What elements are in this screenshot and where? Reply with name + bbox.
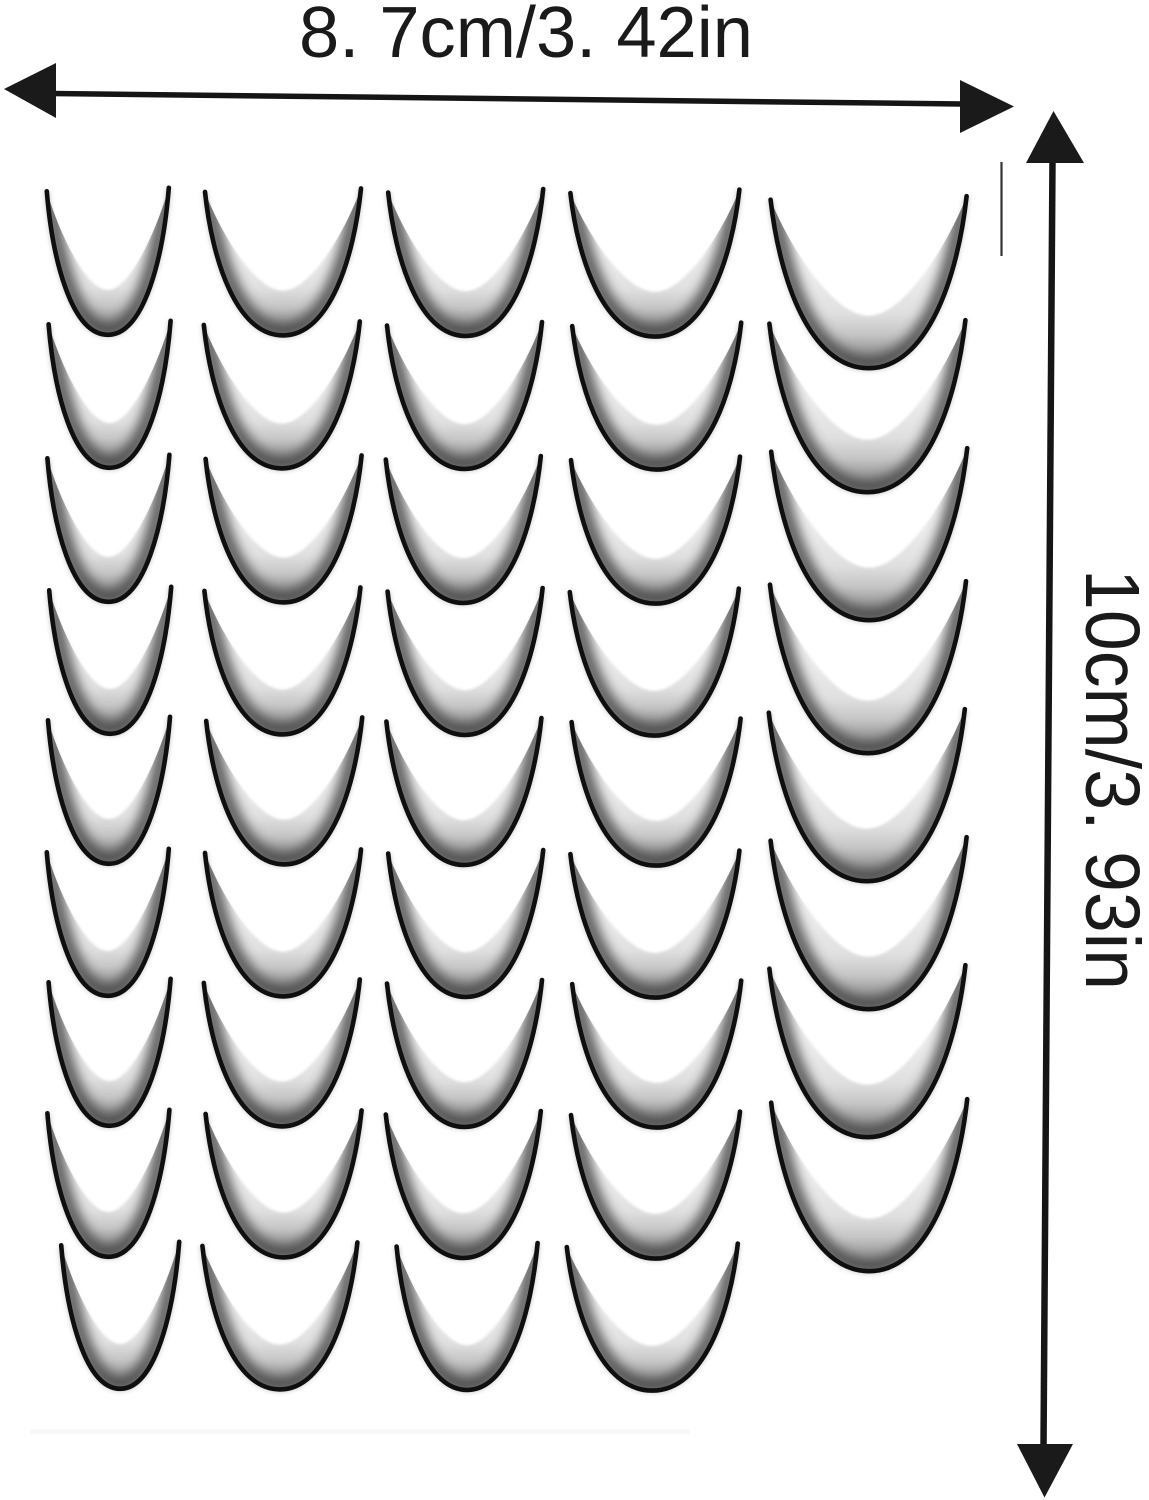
svg-text:8. 7cm/3. 42in: 8. 7cm/3. 42in	[299, 0, 753, 73]
svg-text:10cm/3. 93in: 10cm/3. 93in	[1069, 569, 1149, 990]
